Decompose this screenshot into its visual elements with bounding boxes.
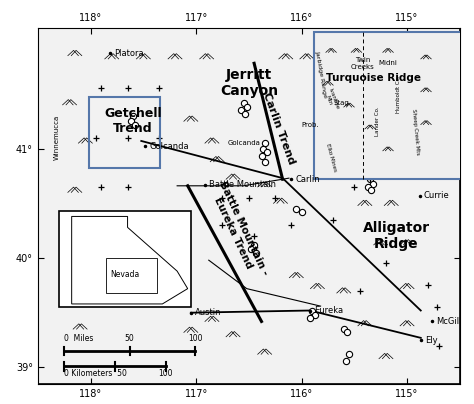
Text: Ivanhoe
Mtn: Ivanhoe Mtn	[322, 87, 340, 112]
Bar	[314, 32, 464, 179]
Text: 0  Miles: 0 Miles	[64, 334, 94, 343]
Text: Midni: Midni	[379, 60, 398, 66]
Text: Golcanda: Golcanda	[227, 140, 260, 146]
Text: Battle Mountain -
Eureka Trend: Battle Mountain - Eureka Trend	[207, 179, 270, 282]
Text: Alligator
Ridge: Alligator Ridge	[363, 221, 430, 251]
Text: 100: 100	[158, 369, 173, 378]
Text: Stag: Stag	[334, 100, 349, 106]
Text: McGill: McGill	[437, 317, 462, 326]
Text: Prob.: Prob.	[301, 122, 319, 128]
Text: Battle Mountain: Battle Mountain	[209, 180, 276, 189]
Text: 100: 100	[188, 334, 202, 343]
Bar	[89, 97, 160, 168]
Bar	[59, 211, 191, 307]
Text: Carlin Trend: Carlin Trend	[261, 92, 296, 166]
Text: 50: 50	[125, 334, 135, 343]
Text: Twin
Creeks: Twin Creeks	[351, 57, 374, 70]
Text: Austin: Austin	[195, 308, 221, 317]
Text: Jerritt
Canyon: Jerritt Canyon	[220, 68, 278, 98]
Text: Sheep Creek Mts: Sheep Creek Mts	[411, 109, 420, 156]
Text: Ely: Ely	[425, 336, 438, 345]
Text: Golcanda: Golcanda	[150, 142, 189, 151]
Text: Elko Mines: Elko Mines	[325, 143, 337, 172]
Text: Getchell
Trend: Getchell Trend	[104, 107, 162, 135]
Text: Winnemucca: Winnemucca	[54, 115, 60, 160]
Text: Eureka: Eureka	[314, 306, 343, 315]
Text: Turquoise Ridge: Turquoise Ridge	[326, 72, 421, 82]
Text: Jarbidge Range: Jarbidge Range	[314, 50, 327, 98]
Text: Lander Co.: Lander Co.	[375, 106, 380, 136]
Text: Carlin: Carlin	[295, 175, 320, 184]
Text: Platora: Platora	[114, 49, 144, 58]
Bar	[107, 258, 157, 293]
Text: Currie: Currie	[424, 191, 450, 200]
Text: Humboldt Co.: Humboldt Co.	[396, 75, 401, 113]
Polygon shape	[72, 217, 188, 304]
Text: 0 Kilometers  50: 0 Kilometers 50	[64, 369, 127, 378]
Text: Nevada: Nevada	[110, 270, 139, 279]
